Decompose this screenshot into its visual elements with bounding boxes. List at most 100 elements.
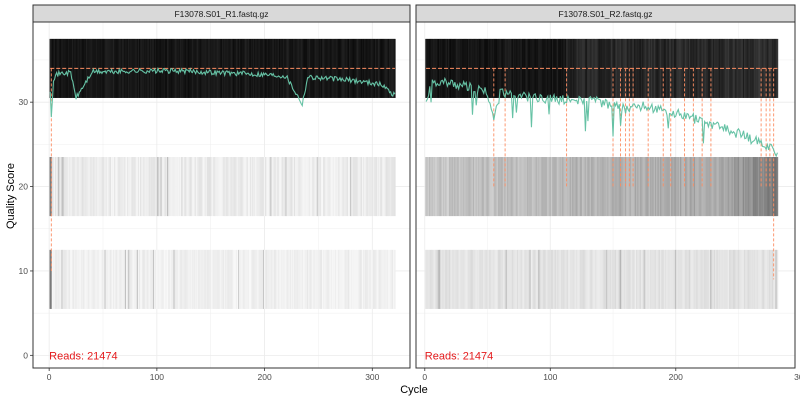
heat-cell [85,249,87,309]
heat-cell [740,249,742,309]
heat-cell [360,38,363,98]
heat-cell [93,249,96,309]
heat-cell [442,157,445,217]
heat-cell [467,249,470,309]
heat-cell [429,249,431,309]
heat-cell [254,157,256,217]
heat-cell [188,249,190,309]
heat-cell [706,249,708,309]
heat-cell [716,249,718,309]
heat-cell [720,249,722,309]
heat-cell [462,249,465,309]
heat-cell [652,38,654,98]
heat-cell [495,38,498,98]
heat-cell [681,249,683,309]
heat-cell [718,249,721,309]
heat-cell [54,249,57,309]
heat-cell [686,157,688,217]
heat-cell [376,157,379,217]
heat-cell [73,249,75,309]
heat-cell [102,249,104,309]
heat-cell [540,157,543,217]
heat-cell [698,157,701,217]
heat-cell [211,157,213,217]
heat-cell [173,249,175,309]
heat-cell [578,157,580,217]
heat-cell [745,157,747,217]
heat-cell [747,249,750,309]
heat-cell [503,157,505,217]
heat-cell [172,157,174,217]
heat-cell [673,249,676,309]
heat-cell [740,157,742,217]
heat-cell [320,249,323,309]
heat-cell [471,249,474,309]
heat-cell [240,157,242,217]
heat-cell [628,157,631,217]
heat-cell [584,249,587,309]
heat-cell [504,157,506,217]
heat-cell [539,249,542,309]
heat-cell [564,249,567,309]
heat-cell [116,249,118,309]
heat-cell [178,249,181,309]
heat-cell [449,38,451,98]
heat-cell [58,249,60,309]
heat-cell [109,157,112,217]
heat-cell [446,249,449,309]
heat-cell [211,249,213,309]
heat-cell [357,157,359,217]
heat-cell [544,38,547,98]
heat-cell [523,249,525,309]
heat-cell [52,157,55,217]
heat-cell [352,157,354,217]
heat-cell [681,38,683,98]
heat-cell [329,157,331,217]
heat-cell [339,249,341,309]
heat-cell [51,157,54,217]
heat-cell [124,157,127,217]
heat-cell [570,157,573,217]
heat-cell [127,249,129,309]
heat-cell [697,249,700,309]
heat-cell [616,38,618,98]
heat-cell [347,38,350,98]
heat-cell [516,249,519,309]
heat-cell [462,157,465,217]
heat-cell [553,249,555,309]
heat-cell [348,249,351,309]
heat-cell [71,249,73,309]
heat-cell [60,157,62,217]
heat-cell [457,157,460,217]
heat-cell [105,157,107,217]
heat-cell [603,249,606,309]
heat-cell [215,157,217,217]
heat-cell [500,249,503,309]
heat-cell [132,38,134,98]
heat-cell [490,249,493,309]
heat-cell [519,157,521,217]
heat-cell [174,157,176,217]
heat-cell [189,157,191,217]
heat-cell [275,249,278,309]
heat-cell [228,38,230,98]
heat-cell [595,157,598,217]
heat-cell [200,249,202,309]
heat-cell [164,157,167,217]
heat-cell [86,249,88,309]
heat-cell [680,249,682,309]
heat-cell [394,157,396,217]
heat-cell [327,157,329,217]
heat-cell [540,249,543,309]
heat-cell [641,249,643,309]
heat-cell [82,157,85,217]
heat-cell [266,157,268,217]
heat-cell [372,38,375,98]
heat-cell [508,249,510,309]
heat-cell [639,249,642,309]
heat-cell [675,249,677,309]
heat-cell [364,249,366,309]
heat-cell [600,249,603,309]
heat-cell [425,157,427,217]
heat-cell [549,157,552,217]
